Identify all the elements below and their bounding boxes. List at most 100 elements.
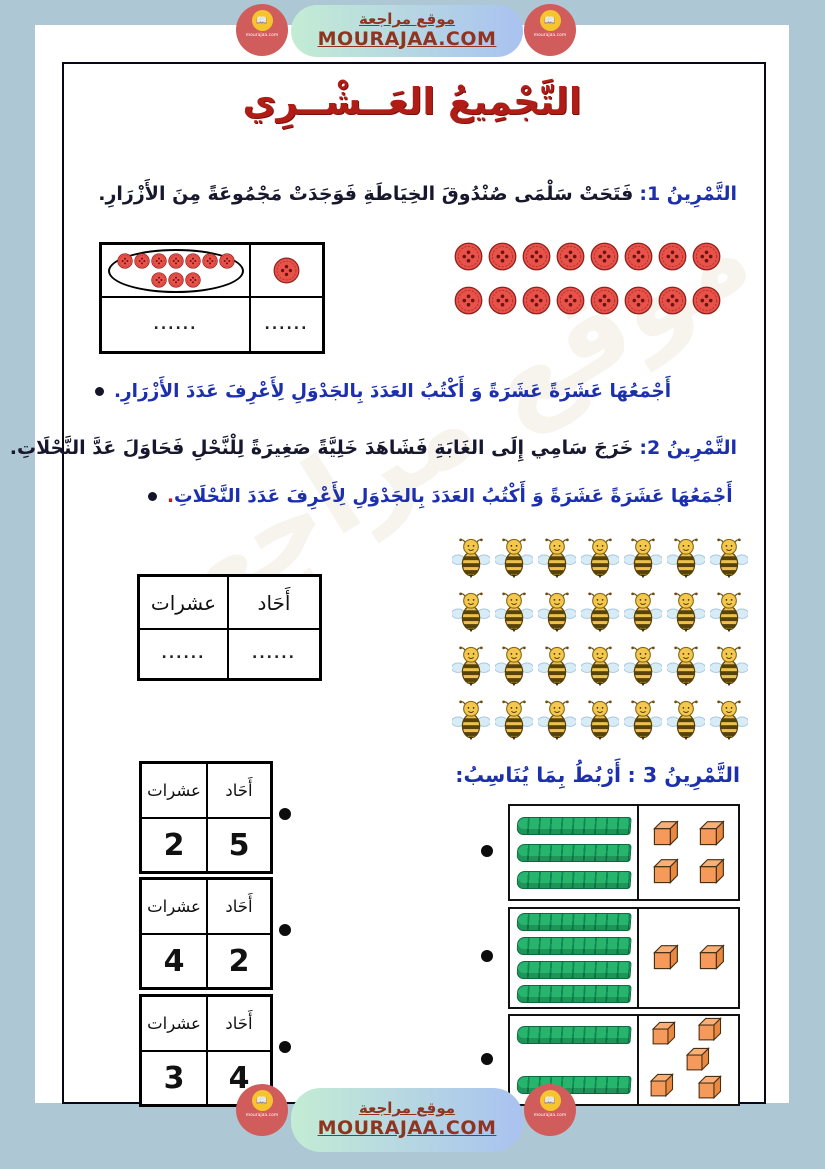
badge-url-text: mourajaa.com: [533, 33, 567, 38]
tens-rod: [516, 1026, 632, 1044]
tens-header: عشرات: [141, 763, 207, 818]
bee-icon: [452, 644, 490, 688]
tens-header: عشرات: [141, 879, 207, 934]
exercise3-label: التَّمْرِينُ 3 :: [627, 763, 740, 787]
match-dot-table-3[interactable]: [279, 1041, 291, 1053]
tens-value: 3: [141, 1051, 207, 1105]
bee-icon: [710, 590, 748, 634]
book-icon: 📖: [251, 1090, 273, 1111]
bee-icon: [710, 644, 748, 688]
grouped-cell: [101, 244, 250, 297]
block-box-2: [508, 907, 740, 1009]
bees-grid: [449, 531, 750, 747]
tens-blank[interactable]: ......: [101, 297, 250, 352]
tens-header: عشرات: [139, 576, 228, 629]
cubes-area: [641, 1016, 734, 1104]
site-name-arabic[interactable]: موقع مراجعة: [358, 1099, 456, 1118]
match-table-1: عشرات أَحَاد 2 5: [139, 761, 273, 874]
bee-icon: [452, 590, 490, 634]
tens-blank[interactable]: ......: [139, 629, 228, 679]
tens-rod: [516, 816, 632, 835]
button-icon: [202, 253, 218, 269]
ones-blank[interactable]: ......: [228, 629, 320, 679]
exercise3-statement: التَّمْرِينُ 3 : أَرْبُطُ بِمَا يُنَاسِب…: [455, 763, 740, 787]
bee-icon: [624, 698, 662, 742]
ones-cube: [647, 1072, 675, 1100]
ones-cube: [650, 857, 680, 887]
match-dot-box-2[interactable]: [481, 950, 493, 962]
button-icon: [185, 272, 201, 288]
ones-value: 5: [207, 818, 271, 872]
button-icon: [488, 242, 517, 271]
tens-rod: [516, 985, 632, 1003]
match-dot-box-3[interactable]: [481, 1053, 493, 1065]
button-icon: [454, 286, 483, 315]
rods-area: [516, 806, 633, 899]
book-icon: 📖: [251, 10, 273, 31]
badge-url-text: mourajaa.com: [245, 33, 279, 38]
button-icon: [185, 253, 201, 269]
bee-icon: [495, 644, 533, 688]
bee-icon: [495, 698, 533, 742]
site-url-link[interactable]: MOURAJAA.COM: [317, 27, 497, 50]
exercise1-instruction: أَجْمَعُهَا عَشَرَةً عَشَرَةً وَ أَكْتُب…: [95, 381, 671, 402]
bee-icon: [667, 590, 705, 634]
red-period: .: [167, 486, 175, 507]
exercise3-text: أَرْبُطُ بِمَا يُنَاسِبُ:: [455, 763, 621, 787]
ones-header: أَحَاد: [207, 763, 271, 818]
tens-rod: [516, 870, 632, 889]
button-icon: [556, 242, 585, 271]
bee-icon: [624, 590, 662, 634]
box-divider: [637, 909, 639, 1007]
bullet-icon: [148, 492, 157, 501]
button-icon: [488, 286, 517, 315]
site-logo-badge: 📖 mourajaa.com: [524, 1084, 576, 1136]
ones-cube: [695, 1074, 723, 1102]
button-icon: [658, 286, 687, 315]
badge-url-text: mourajaa.com: [533, 1113, 567, 1118]
bee-icon: [710, 698, 748, 742]
button-icon: [219, 253, 235, 269]
ones-cube: [696, 819, 726, 849]
button-icon: [624, 286, 653, 315]
match-dot-box-1[interactable]: [481, 845, 493, 857]
badge-url-text: mourajaa.com: [245, 1113, 279, 1118]
site-name-arabic[interactable]: موقع مراجعة: [358, 10, 456, 29]
button-icon: [151, 253, 167, 269]
bee-icon: [667, 536, 705, 580]
ones-cube: [695, 1016, 723, 1044]
match-dot-table-1[interactable]: [279, 808, 291, 820]
button-icon: [168, 272, 184, 288]
ones-value: 2: [207, 934, 271, 988]
button-icon: [590, 242, 619, 271]
button-icon: [522, 242, 551, 271]
grouping-table-ex1: ...... ......: [99, 242, 325, 354]
site-logo-badge: 📖 mourajaa.com: [236, 1084, 288, 1136]
button-icon: [168, 253, 184, 269]
button-icon: [273, 257, 300, 284]
ones-cube: [650, 943, 680, 973]
ones-blank[interactable]: ......: [250, 297, 323, 352]
ones-header: أَحَاد: [207, 996, 271, 1051]
bee-icon: [495, 590, 533, 634]
button-icon: [134, 253, 150, 269]
bee-icon: [710, 536, 748, 580]
site-url-link[interactable]: MOURAJAA.COM: [317, 1116, 497, 1139]
ones-header: أَحَاد: [207, 879, 271, 934]
bee-icon: [667, 644, 705, 688]
tens-rod: [516, 843, 632, 862]
bee-icon: [452, 536, 490, 580]
button-icon: [454, 242, 483, 271]
tens-value: 2: [141, 818, 207, 872]
match-dot-table-2[interactable]: [279, 924, 291, 936]
buttons-grid: [451, 240, 723, 316]
bee-icon: [581, 590, 619, 634]
tens-rod: [516, 913, 632, 931]
match-table-2: عشرات أَحَاد 4 2: [139, 877, 273, 990]
bee-icon: [624, 644, 662, 688]
book-icon: 📖: [539, 10, 561, 31]
cubes-area: [641, 806, 734, 899]
cubes-area: [641, 909, 734, 1007]
box-divider: [637, 1016, 639, 1104]
footer-banner: موقع مراجعة MOURAJAA.COM: [291, 1088, 523, 1152]
